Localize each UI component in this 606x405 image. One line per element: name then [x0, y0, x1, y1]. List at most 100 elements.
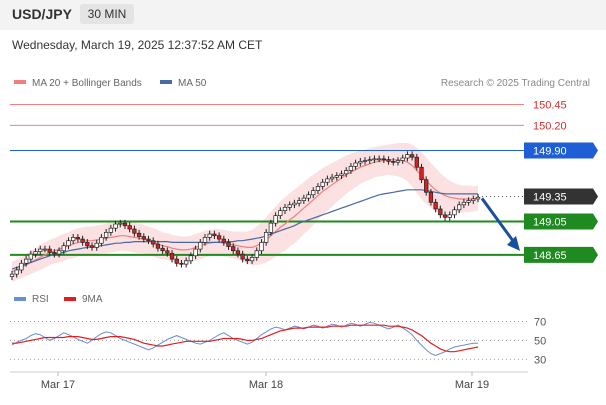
candle-body [245, 258, 250, 262]
candle-body [169, 252, 175, 260]
candle-body [127, 225, 132, 230]
candle-body [99, 237, 104, 244]
candle-body [38, 248, 43, 252]
candle-body [221, 238, 226, 243]
rsi-level-label-70: 70 [534, 316, 546, 328]
timeframe-button[interactable]: 30 MIN [80, 4, 134, 24]
level-tag-148.65 [524, 246, 598, 263]
x-tick-label: Mar 17 [41, 379, 75, 391]
candle-body [296, 200, 302, 204]
candle-body [113, 223, 118, 229]
rsi-level-label-30: 30 [534, 354, 546, 366]
candle-body [80, 238, 85, 243]
candle-body [198, 242, 203, 250]
rsi-ma9-line [12, 324, 479, 353]
candle-body [325, 178, 330, 183]
candle-body [311, 190, 316, 196]
candle-body [320, 181, 325, 187]
candle-body [66, 240, 71, 247]
candle-body [438, 208, 443, 216]
candle-body [344, 170, 349, 175]
x-tick-label: Mar 18 [249, 379, 283, 391]
level-label-149.90: 149.90 [533, 145, 567, 157]
candle-body [85, 242, 90, 247]
candle-body [136, 232, 142, 237]
candle-body [52, 252, 57, 255]
candle-body [202, 237, 208, 243]
candle-body [207, 233, 212, 238]
legend-ma50-label: MA 50 [178, 78, 207, 89]
candle-body [287, 204, 292, 208]
candle-body [141, 236, 146, 240]
level-label-149.35: 149.35 [533, 191, 567, 203]
candle-body [315, 186, 321, 191]
candle-body [146, 238, 151, 242]
candle-body [179, 262, 184, 265]
candle-body [122, 222, 128, 227]
level-tag-149.35 [524, 188, 598, 205]
legend-ma20-swatch [14, 80, 26, 84]
candle-body [160, 247, 165, 252]
candle-body [75, 237, 81, 240]
level-label-150.45: 150.45 [533, 100, 567, 112]
candle-body [358, 161, 363, 164]
candle-body [461, 201, 467, 206]
candle-body [466, 200, 471, 203]
candle-body [56, 250, 62, 255]
candle-body [362, 160, 368, 162]
candle-body [240, 253, 245, 260]
level-tag-149.05 [524, 213, 598, 230]
legend-9ma-swatch [64, 297, 76, 301]
symbol-label: USD/JPY [12, 6, 72, 22]
candle-body [395, 160, 401, 163]
candle-body [471, 198, 476, 201]
candle-body [33, 251, 38, 255]
candle-body [259, 242, 264, 252]
candle-body [155, 243, 161, 249]
main-plot: 150.45 150.20 149.90 149.35 149.05 148.65 [9, 100, 598, 282]
x-axis: Mar 17 Mar 18 Mar 19 [41, 372, 489, 391]
candle-body [405, 154, 410, 159]
candle-body [334, 175, 339, 178]
candle-body [428, 191, 434, 203]
candle-body [419, 166, 424, 181]
candle-body [193, 248, 198, 257]
candle-body [292, 202, 297, 206]
legend-rsi-swatch [14, 297, 26, 301]
legend-ma50-swatch [160, 80, 172, 84]
candle-body [391, 161, 396, 163]
candle-body [414, 156, 419, 168]
candle-body [47, 248, 52, 253]
forecast-arrow-head [507, 235, 520, 251]
top-bar: USD/JPY 30 MIN [0, 0, 606, 30]
candle-body [400, 157, 405, 161]
x-tick-label: Mar 19 [455, 379, 489, 391]
candle-body [367, 159, 372, 162]
candle-body [118, 222, 123, 225]
candle-body [254, 250, 259, 258]
candle-body [174, 258, 179, 264]
candle-body [71, 237, 76, 242]
candle-body [301, 197, 306, 201]
candle-body [353, 162, 358, 167]
candle-body [249, 257, 255, 262]
candle-body [165, 250, 170, 254]
candle-body [264, 232, 269, 243]
candle-body [89, 245, 95, 248]
candle-body [132, 228, 137, 234]
candle-body [9, 273, 15, 278]
candle-body [212, 233, 217, 237]
forecast-arrow-line [480, 197, 518, 246]
bollinger-band-area [12, 143, 478, 282]
rsi-plot: 70 50 30 [10, 316, 546, 366]
candle-body [23, 258, 29, 264]
candle-body [306, 194, 311, 199]
candle-body [103, 232, 109, 238]
legend-rsi-label: RSI [32, 294, 49, 305]
candle-body [14, 269, 19, 275]
candle-body [409, 154, 415, 158]
candle-body [348, 166, 354, 171]
candle-body [188, 255, 194, 262]
